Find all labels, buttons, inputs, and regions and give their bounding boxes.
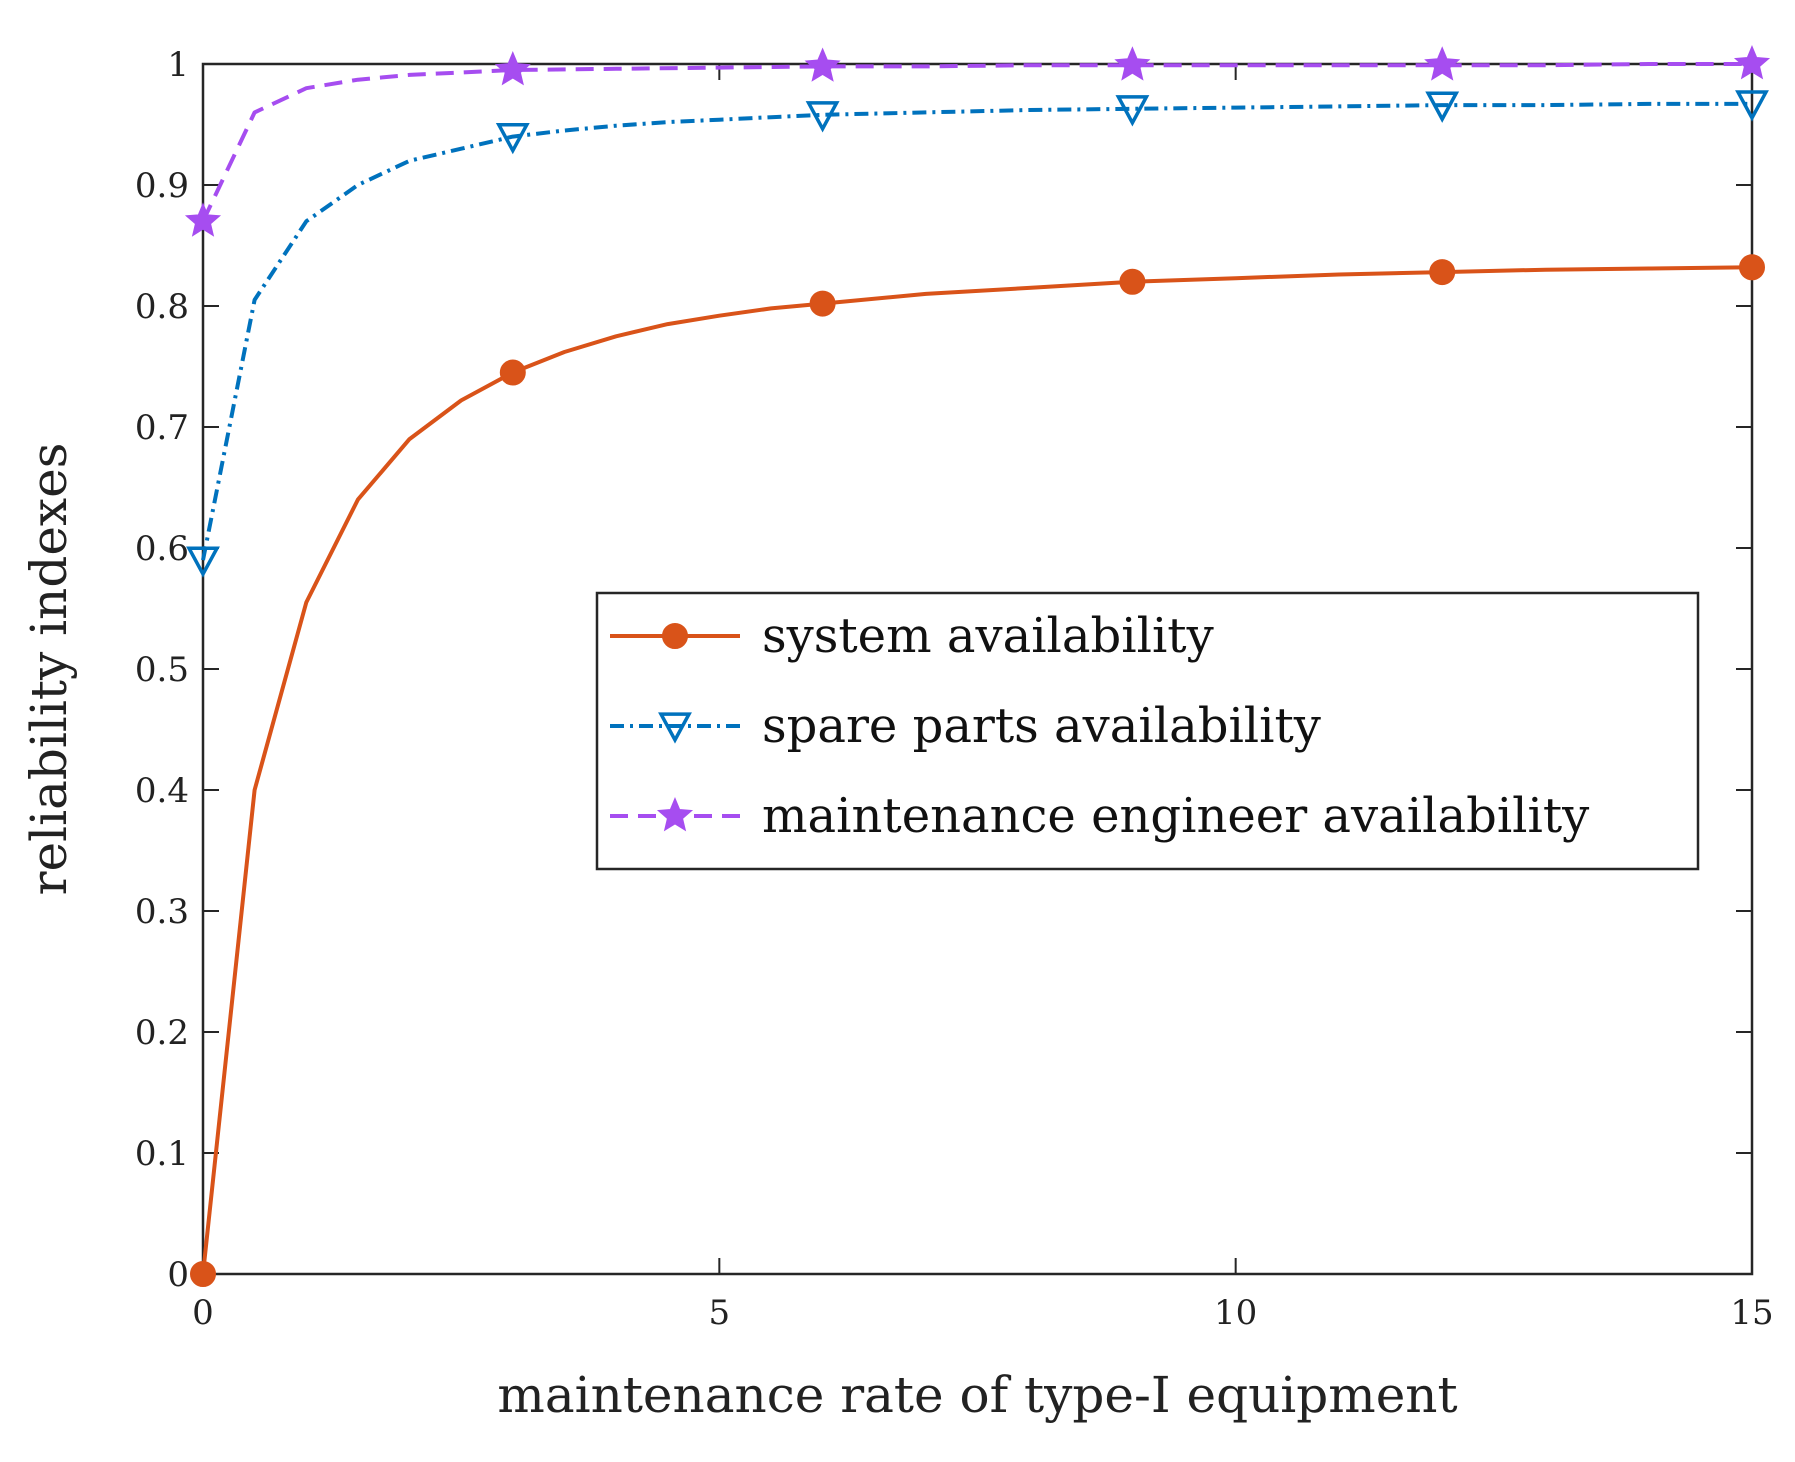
series-2-point bbox=[1733, 45, 1771, 80]
series-0-point bbox=[190, 1261, 216, 1287]
legend-marker-0 bbox=[662, 623, 688, 649]
plot-area: 0 5 10 15 0 0.1 0.2 0.3 0.4 0.5 0.6 0.7 0.8 0.9 1 bbox=[135, 45, 1774, 1333]
y-tick-label: 0.9 bbox=[135, 166, 189, 206]
series-2-point bbox=[804, 47, 841, 82]
y-tick-label: 0.6 bbox=[135, 529, 189, 569]
series-1-point bbox=[1115, 95, 1150, 127]
series-2-point bbox=[1424, 46, 1461, 81]
x-tick-label: 10 bbox=[1214, 1293, 1257, 1333]
series-line-2 bbox=[201, 62, 1752, 223]
series-1-point bbox=[1735, 90, 1769, 122]
y-tick-label: 0.2 bbox=[135, 1013, 189, 1053]
x-axis-label: maintenance rate of type-I equipment bbox=[497, 1366, 1457, 1424]
legend: system availability spare parts availabil… bbox=[595, 591, 1700, 871]
y-tick-label: 0.1 bbox=[135, 1134, 189, 1174]
series-1-point bbox=[186, 546, 220, 578]
y-axis-ticks: 0 0.1 0.2 0.3 0.4 0.5 0.6 0.7 0.8 0.9 1 bbox=[135, 45, 1752, 1295]
legend-marker-2 bbox=[656, 797, 694, 832]
x-tick-label: 5 bbox=[709, 1293, 731, 1333]
series-lines bbox=[201, 62, 1753, 1275]
legend-marker-1 bbox=[658, 712, 692, 744]
series-1-point bbox=[1425, 91, 1460, 123]
y-tick-label: 0.3 bbox=[135, 892, 189, 932]
series-0-point bbox=[809, 290, 836, 317]
legend-label-1: spare parts availability bbox=[762, 698, 1321, 754]
y-tick-label: 0 bbox=[167, 1255, 189, 1295]
series-1-point bbox=[495, 122, 530, 155]
series-line-1 bbox=[201, 101, 1752, 561]
legend-label-0: system availability bbox=[762, 608, 1214, 664]
y-tick-label: 0.5 bbox=[135, 650, 189, 690]
legend-entries: system availability spare parts availabil… bbox=[610, 608, 1589, 844]
y-tick-label: 0.7 bbox=[135, 408, 189, 448]
series-2-point bbox=[1114, 46, 1151, 81]
x-tick-label: 15 bbox=[1730, 1293, 1773, 1333]
series-0-point bbox=[1739, 254, 1765, 281]
series-1-point bbox=[805, 101, 840, 133]
series-0-point bbox=[1119, 268, 1146, 295]
x-tick-label: 0 bbox=[192, 1293, 214, 1333]
legend-label-2: maintenance engineer availability bbox=[762, 788, 1589, 844]
series-2-point bbox=[184, 202, 222, 237]
series-line-0 bbox=[201, 265, 1753, 1275]
series-0-point bbox=[1429, 259, 1456, 286]
y-tick-label: 0.8 bbox=[135, 287, 189, 327]
series-2-point bbox=[494, 51, 531, 86]
series-0-point bbox=[499, 359, 526, 386]
y-axis-label: reliability indexes bbox=[20, 443, 78, 896]
series-markers bbox=[184, 45, 1771, 1287]
y-tick-label: 0.4 bbox=[135, 771, 189, 811]
y-tick-label: 1 bbox=[167, 45, 189, 85]
legend-box bbox=[595, 591, 1700, 871]
